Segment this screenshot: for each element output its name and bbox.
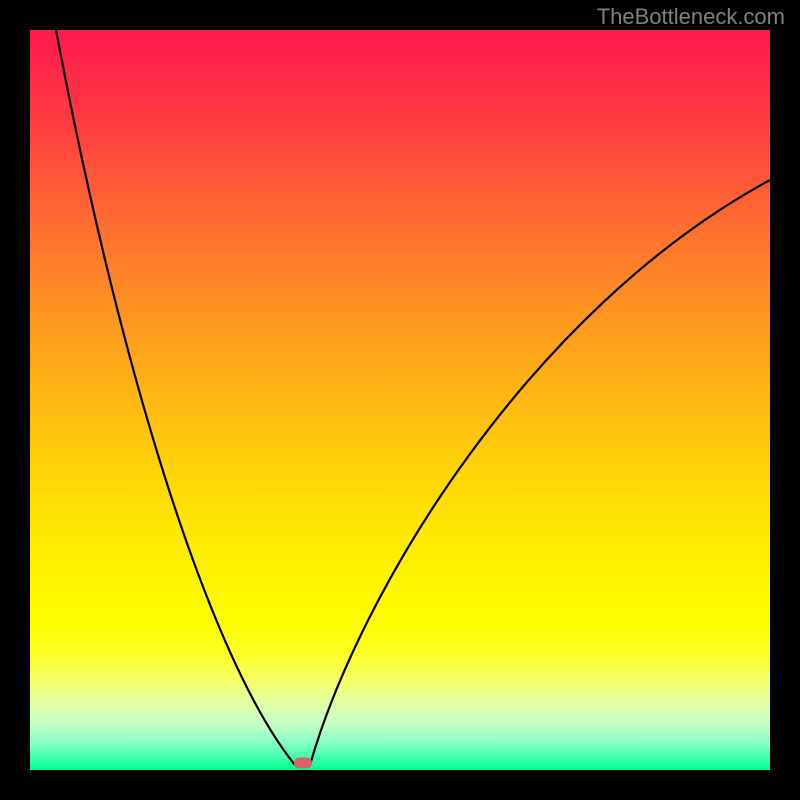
minimum-marker [294, 758, 312, 769]
watermark-text: TheBottleneck.com [597, 4, 785, 30]
chart-svg [30, 30, 770, 770]
plot-area [30, 30, 770, 770]
